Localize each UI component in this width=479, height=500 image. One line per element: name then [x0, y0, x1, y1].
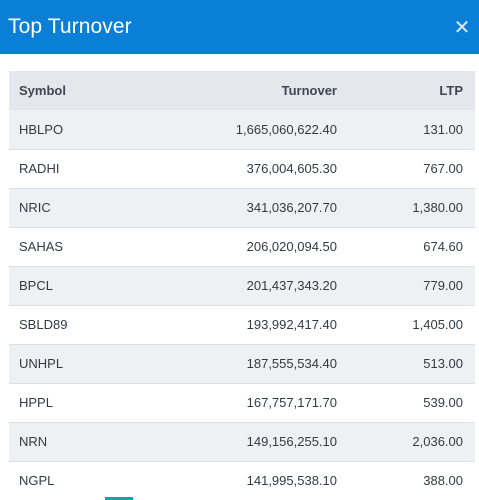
- table-row[interactable]: NGPL 141,995,538.10 388.00: [9, 461, 475, 500]
- table-row[interactable]: BPCL 201,437,343.20 779.00: [9, 266, 475, 305]
- table-row[interactable]: NRIC 341,036,207.70 1,380.00: [9, 188, 475, 227]
- table-row[interactable]: SBLD89 193,992,417.40 1,405.00: [9, 305, 475, 344]
- cell-turnover: 376,004,605.30: [246, 161, 337, 176]
- table-row[interactable]: RADHI 376,004,605.30 767.00: [9, 149, 475, 188]
- column-header-ltp[interactable]: LTP: [439, 83, 463, 98]
- cell-ltp: 674.60: [423, 239, 463, 254]
- modal-header: Top Turnover ✕: [0, 0, 479, 54]
- cell-symbol[interactable]: HPPL: [19, 395, 53, 410]
- table-row[interactable]: HBLPO 1,665,060,622.40 131.00: [9, 110, 475, 149]
- cell-ltp: 388.00: [423, 473, 463, 488]
- column-header-symbol[interactable]: Symbol: [19, 83, 66, 98]
- modal-title: Top Turnover: [8, 15, 132, 38]
- close-icon[interactable]: ✕: [453, 17, 471, 39]
- turnover-table: Symbol Turnover LTP HBLPO 1,665,060,622.…: [9, 71, 475, 500]
- cell-symbol[interactable]: SBLD89: [19, 317, 68, 332]
- cell-symbol[interactable]: HBLPO: [19, 121, 64, 137]
- cell-turnover: 193,992,417.40: [246, 317, 337, 332]
- cell-symbol[interactable]: NGPL: [19, 473, 55, 488]
- cell-turnover: 187,555,534.40: [246, 356, 337, 371]
- cell-ltp: 131.00: [423, 121, 463, 137]
- table-header-row: Symbol Turnover LTP: [9, 71, 475, 110]
- table-row[interactable]: HPPL 167,757,171.70 539.00: [9, 383, 475, 422]
- cell-ltp: 779.00: [423, 278, 463, 293]
- cell-ltp: 513.00: [423, 356, 463, 371]
- cell-turnover: 341,036,207.70: [246, 200, 337, 215]
- column-header-turnover[interactable]: Turnover: [281, 83, 337, 98]
- cell-symbol[interactable]: SAHAS: [19, 239, 64, 254]
- cell-ltp: 539.00: [423, 395, 463, 410]
- cell-ltp: 1,380.00: [412, 200, 463, 215]
- cell-symbol[interactable]: BPCL: [19, 278, 53, 293]
- cell-symbol[interactable]: UNHPL: [19, 356, 64, 371]
- cell-ltp: 767.00: [423, 161, 463, 176]
- cell-turnover: 167,757,171.70: [246, 395, 337, 410]
- turnover-table-container: Symbol Turnover LTP HBLPO 1,665,060,622.…: [9, 71, 475, 500]
- cell-turnover: 201,437,343.20: [246, 278, 337, 293]
- bottom-tab-indicator[interactable]: [105, 497, 133, 500]
- cell-ltp: 1,405.00: [412, 317, 463, 332]
- cell-turnover: 1,665,060,622.40: [235, 121, 337, 137]
- table-row[interactable]: SAHAS 206,020,094.50 674.60: [9, 227, 475, 266]
- cell-turnover: 141,995,538.10: [246, 473, 337, 488]
- cell-symbol[interactable]: RADHI: [19, 161, 60, 176]
- table-row[interactable]: NRN 149,156,255.10 2,036.00: [9, 422, 475, 461]
- cell-ltp: 2,036.00: [412, 434, 463, 449]
- table-row[interactable]: UNHPL 187,555,534.40 513.00: [9, 344, 475, 383]
- cell-turnover: 149,156,255.10: [246, 434, 337, 449]
- cell-symbol[interactable]: NRIC: [19, 200, 51, 215]
- cell-turnover: 206,020,094.50: [246, 239, 337, 254]
- cell-symbol[interactable]: NRN: [19, 434, 48, 449]
